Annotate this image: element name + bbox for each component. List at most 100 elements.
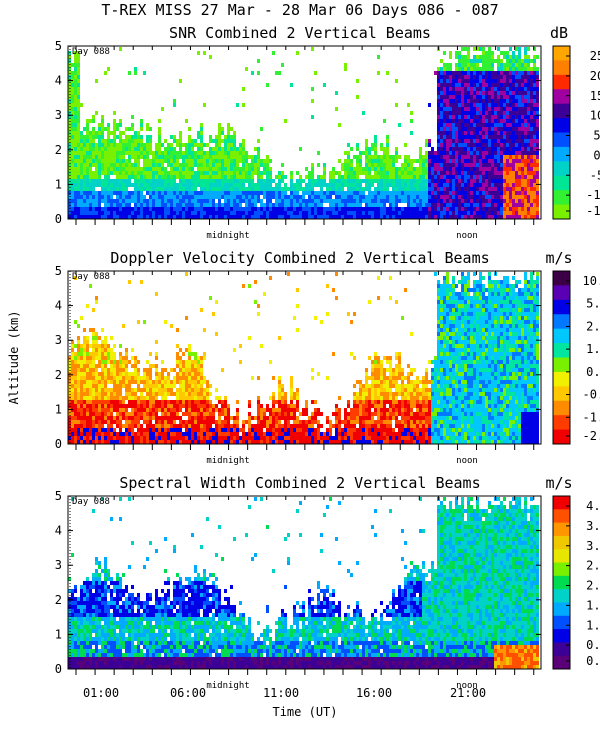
colorbar-label: 2.5 — [586, 559, 600, 573]
x-tick-label: 01:00 — [83, 686, 119, 700]
y-tick-label: 2 — [55, 368, 62, 382]
y-tick-label: 4 — [55, 299, 62, 313]
y-tick-label: 0 — [55, 212, 62, 226]
y-tick-label: 4 — [55, 74, 62, 88]
panel-1: SNR Combined 2 Vertical Beams 0 1 2 3 4 5 Day 0… — [55, 24, 600, 241]
colorbar-segment — [553, 629, 570, 643]
y-tick-label: 1 — [55, 402, 62, 416]
colorbar-segment — [553, 522, 570, 537]
panel-3: Spectral Width Combined 2 Vertical Beams… — [55, 474, 600, 719]
colorbar-segment — [553, 271, 570, 286]
x-tick-label: 16:00 — [356, 686, 392, 700]
panel-title: Doppler Velocity Combined 2 Vertical Bea… — [110, 249, 489, 267]
colorbar-label: -0.5 — [583, 388, 600, 402]
colorbar-segment — [553, 161, 570, 177]
colorbar: m/s 10.0 5.0 2.0 1.0 0.0 -0.5 -1.0 -2.0 — [545, 249, 600, 445]
colorbar-segment — [553, 429, 570, 445]
colorbar-segment — [553, 371, 570, 387]
colorbar-label: 1.0 — [586, 342, 600, 356]
heatmap-cells — [68, 497, 539, 669]
colorbar-label: 3.0 — [586, 539, 600, 553]
y-tick-label: 1 — [55, 177, 62, 191]
y-tick-label: 2 — [55, 593, 62, 607]
y-tick-label: 4 — [55, 524, 62, 538]
heatmap-cells — [68, 272, 539, 444]
colorbar-label: 0 — [593, 148, 600, 162]
colorbar-segment — [553, 74, 570, 90]
colorbar-label: 5.0 — [586, 297, 600, 311]
colorbar-segment — [553, 535, 570, 550]
colorbar-label: 3.5 — [586, 519, 600, 533]
panel-2: Doppler Velocity Combined 2 Vertical Bea… — [7, 249, 600, 466]
colorbar-label: -15 — [586, 204, 600, 218]
panel-title: Spectral Width Combined 2 Vertical Beams — [119, 474, 480, 492]
colorbar-segment — [553, 562, 570, 577]
colorbar-segment — [553, 549, 570, 564]
panel-title: SNR Combined 2 Vertical Beams — [169, 24, 431, 42]
midnight-label: midnight — [206, 231, 249, 241]
y-tick-label: 3 — [55, 333, 62, 347]
colorbar-label: 2.0 — [586, 579, 600, 593]
colorbar-frame — [552, 45, 571, 220]
day-marker-label: Day 088 — [72, 497, 110, 507]
colorbar-segment — [553, 615, 570, 630]
figure-title: T-REX MISS 27 Mar - 28 Mar 06 Days 086 -… — [101, 1, 498, 19]
y-tick-label: 5 — [55, 39, 62, 53]
colorbar-segment — [553, 655, 570, 670]
colorbar-label: -2.0 — [583, 429, 600, 443]
y-tick-label: 3 — [55, 558, 62, 572]
colorbar-segment — [553, 415, 570, 431]
x-tick-label: 11:00 — [263, 686, 299, 700]
colorbar-frame — [552, 495, 571, 670]
colorbar-segment — [553, 204, 570, 220]
noon-label: noon — [456, 231, 478, 241]
colorbar-segment — [553, 190, 570, 206]
colorbar-label: 10 — [590, 109, 600, 123]
heatmap-cells — [68, 47, 539, 219]
colorbar: m/s 4.0 3.5 3.0 2.5 2.0 1.5 1.0 0.5 0.0 — [545, 474, 600, 670]
colorbar-label: 1.0 — [586, 618, 600, 632]
colorbar-label: 2.0 — [586, 319, 600, 333]
day-marker-label: Day 088 — [72, 272, 110, 282]
noon-label: noon — [456, 456, 478, 466]
day-marker-label: Day 088 — [72, 47, 110, 57]
y-tick-label: 2 — [55, 143, 62, 157]
colorbar: dB 25 20 15 10 5 0 -5 -10 -15 — [550, 24, 600, 220]
colorbar-segment — [553, 103, 570, 119]
colorbar-segment — [553, 60, 570, 76]
colorbar-segment — [553, 146, 570, 162]
colorbar-segment — [553, 575, 570, 590]
colorbar-segment — [553, 89, 570, 105]
colorbar-segment — [553, 602, 570, 617]
colorbar-label: 25 — [590, 49, 600, 63]
y-tick-label: 0 — [55, 662, 62, 676]
colorbar-segment — [553, 175, 570, 191]
colorbar-segment — [553, 46, 570, 61]
colorbar-segment — [553, 343, 570, 358]
y-tick-label: 0 — [55, 437, 62, 451]
colorbar-unit: m/s — [545, 474, 572, 492]
colorbar-segment — [553, 118, 570, 133]
colorbar-segment — [553, 328, 570, 344]
colorbar-frame — [552, 270, 571, 445]
colorbar-segment — [553, 386, 570, 402]
colorbar-segment — [553, 642, 570, 657]
colorbar-label: 15 — [590, 89, 600, 103]
y-axis-label: Altitude (km) — [7, 311, 21, 405]
colorbar-segment — [553, 357, 570, 373]
midnight-label: midnight — [206, 681, 249, 691]
y-tick-label: 5 — [55, 489, 62, 503]
y-tick-label: 3 — [55, 108, 62, 122]
panels-group: SNR Combined 2 Vertical Beams 0 1 2 3 4 5 Day 0… — [7, 24, 600, 719]
colorbar-segment — [553, 314, 570, 330]
colorbar-label: 20 — [590, 69, 600, 83]
x-tick-label: 21:00 — [450, 686, 486, 700]
colorbar-segment — [553, 589, 570, 603]
colorbar-label: 0.0 — [586, 654, 600, 668]
colorbar-unit: dB — [550, 24, 568, 42]
colorbar-label: 10.0 — [583, 274, 600, 288]
colorbar-label: 0.5 — [586, 638, 600, 652]
x-tick-label: 06:00 — [170, 686, 206, 700]
colorbar-label: -1.0 — [583, 410, 600, 424]
